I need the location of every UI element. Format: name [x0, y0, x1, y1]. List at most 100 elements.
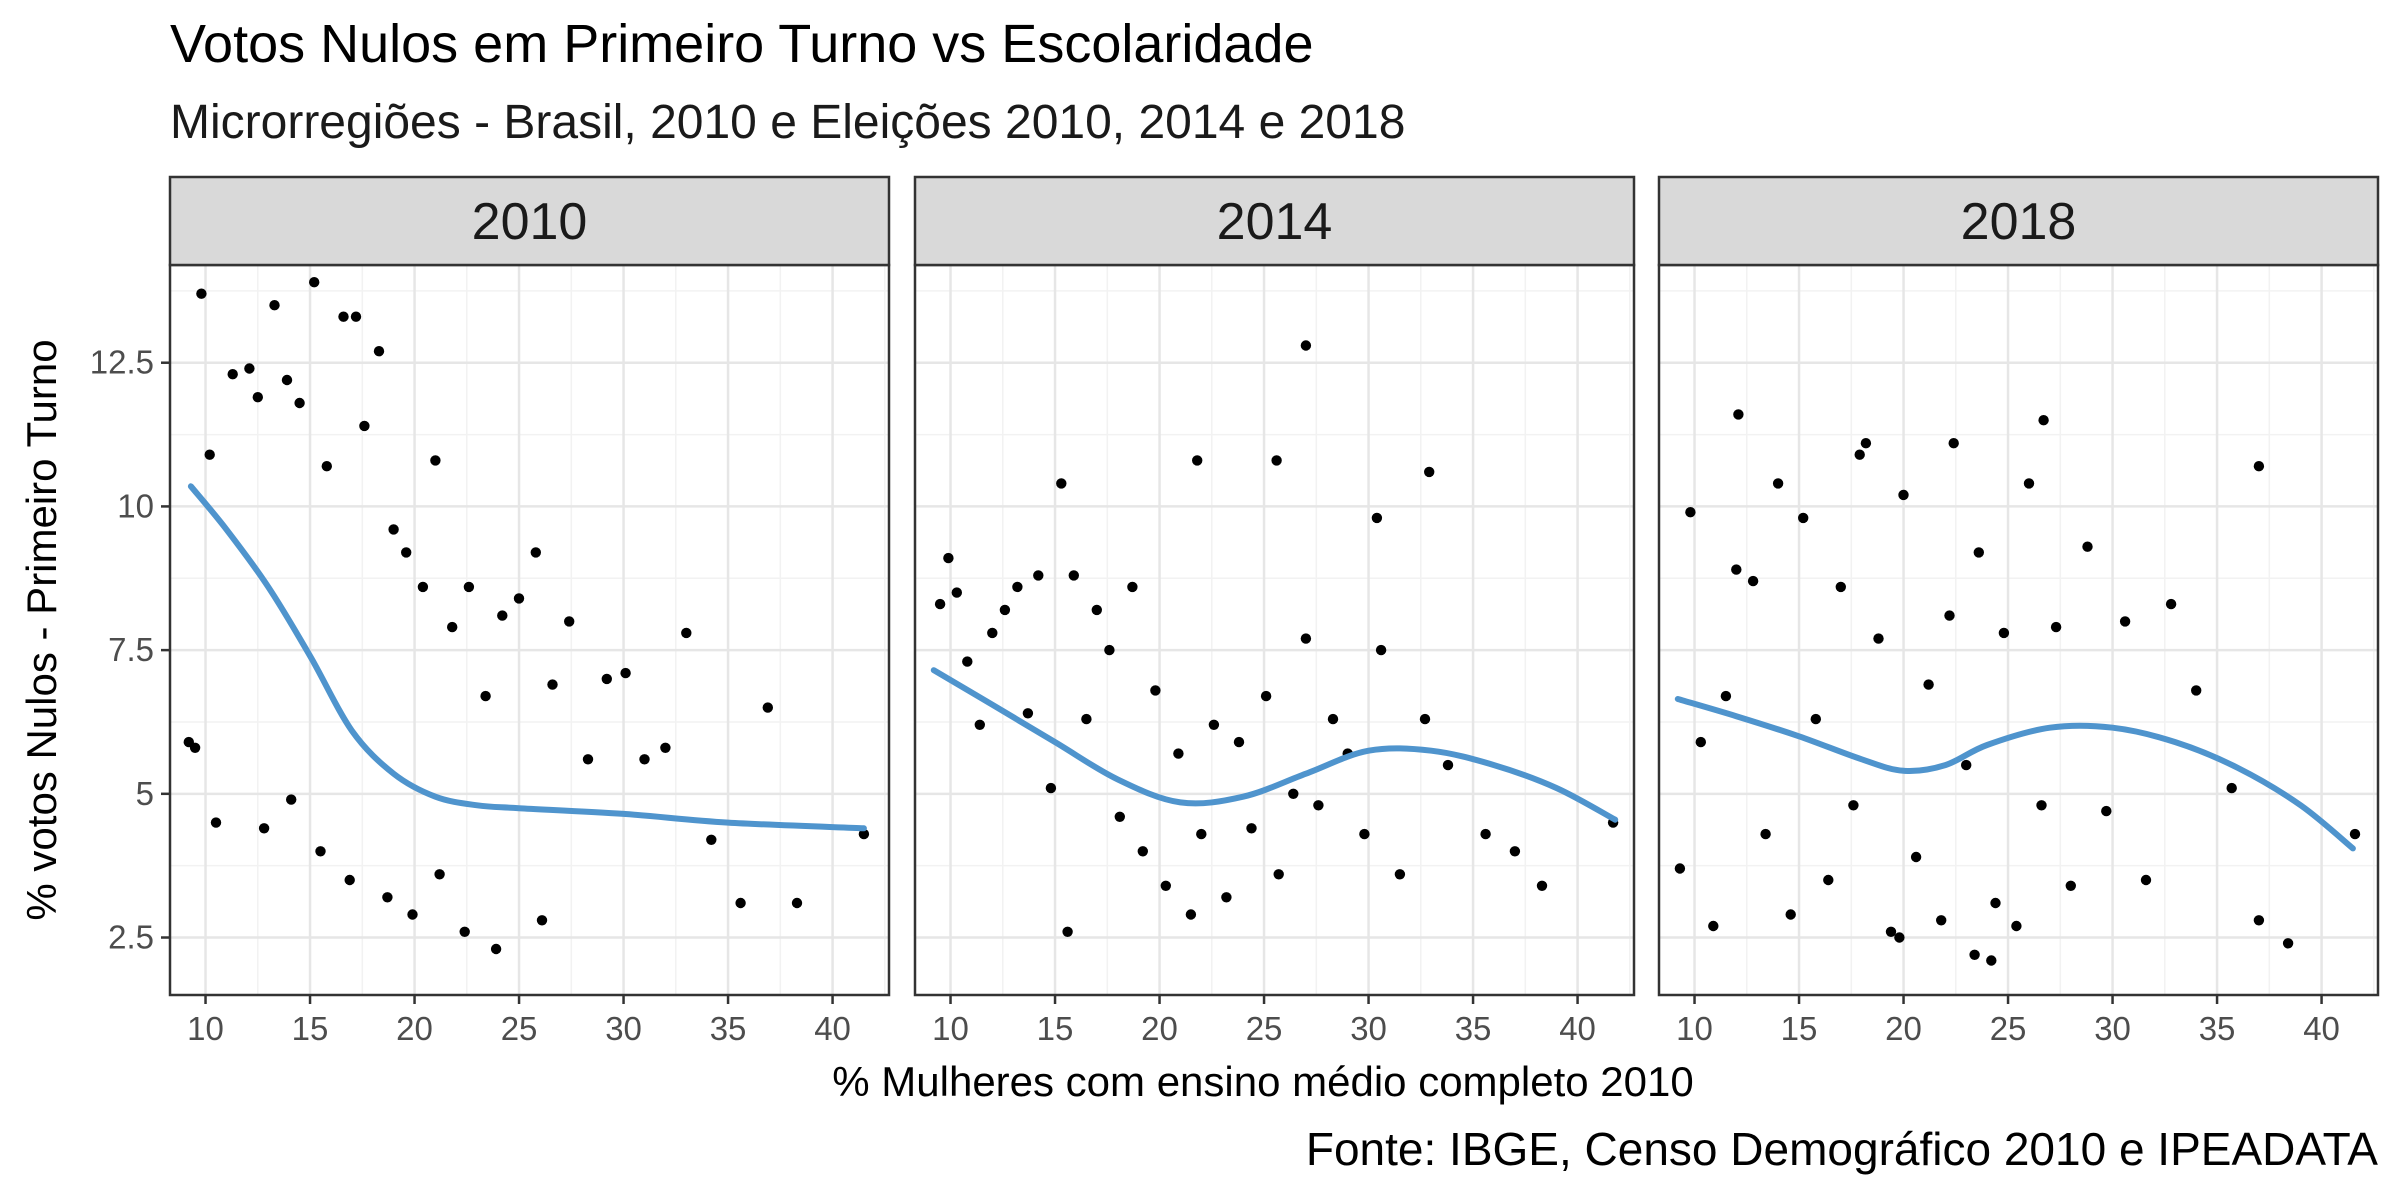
facet-strip — [1657, 175, 2380, 267]
data-point — [1509, 846, 1521, 857]
data-point — [2253, 461, 2265, 472]
data-point — [681, 627, 692, 639]
data-point — [1127, 581, 1138, 593]
data-point — [1747, 575, 1759, 587]
data-point — [1810, 713, 1822, 725]
data-point — [620, 667, 631, 679]
data-point — [1091, 604, 1103, 616]
data-point — [2101, 805, 2112, 817]
data-point — [2023, 478, 2035, 489]
data-point — [1898, 489, 1909, 501]
data-point — [2282, 938, 2294, 949]
data-point — [2038, 415, 2049, 426]
x-tick-label: 10 — [1676, 1010, 1713, 1047]
y-tick-label: 2.5 — [108, 919, 154, 956]
smooth-line — [187, 483, 867, 832]
data-point — [951, 587, 962, 598]
data-point — [1910, 851, 1922, 863]
x-tick-label: 40 — [814, 1010, 851, 1047]
data-point — [1114, 811, 1126, 822]
data-point — [1022, 708, 1034, 719]
data-point — [1442, 759, 1454, 771]
data-point — [1720, 690, 1732, 702]
data-point — [1012, 581, 1023, 593]
panel-contents — [915, 265, 1634, 995]
data-point — [660, 742, 671, 753]
x-tick-label: 30 — [1350, 1010, 1387, 1047]
data-point — [463, 581, 475, 593]
data-point — [1062, 926, 1073, 937]
data-point — [2140, 874, 2152, 886]
x-axis-title: % Mulheres com ensino médio completo 201… — [832, 1058, 1693, 1105]
data-point — [269, 300, 280, 311]
data-point — [321, 461, 332, 472]
y-tick-label: 5 — [136, 775, 154, 812]
data-point — [1424, 466, 1435, 478]
x-tick-label: 15 — [292, 1010, 329, 1047]
data-point — [2011, 920, 2022, 932]
data-point — [1936, 915, 1947, 926]
data-point — [417, 581, 429, 593]
x-tick-label: 35 — [710, 1010, 747, 1047]
panel-background — [1659, 265, 2378, 995]
data-point — [2165, 598, 2177, 610]
chart-title: Votos Nulos em Primeiro Turno vs Escolar… — [170, 14, 1314, 74]
smooth-line — [1674, 696, 2356, 852]
x-tick-label: 10 — [932, 1010, 969, 1047]
x-tick-label: 25 — [1246, 1010, 1283, 1047]
data-point — [196, 288, 207, 299]
data-point — [1419, 713, 1431, 725]
x-tick-label: 15 — [1037, 1010, 1074, 1047]
chart-subtitle: Microrregiões - Brasil, 2010 e Eleições … — [170, 96, 1405, 149]
data-point — [934, 598, 946, 610]
data-point — [382, 892, 393, 903]
data-point — [1185, 909, 1197, 920]
data-point — [1969, 949, 1980, 960]
data-point — [1990, 897, 2001, 909]
data-point — [1246, 823, 1257, 834]
data-point — [401, 547, 412, 558]
y-tick-label: 12.5 — [90, 344, 154, 381]
data-point — [1798, 512, 1809, 524]
x-tick-label: 20 — [1885, 1010, 1922, 1047]
data-point — [252, 392, 263, 403]
data-point — [582, 754, 594, 765]
data-point — [480, 690, 491, 702]
data-point — [706, 834, 717, 845]
data-point — [2349, 828, 2361, 840]
data-point — [1948, 438, 1959, 449]
data-point — [1873, 633, 1884, 644]
data-point — [1835, 581, 1847, 593]
x-tick-label: 25 — [501, 1010, 538, 1047]
data-point — [1480, 828, 1491, 840]
panel-background — [170, 265, 889, 995]
data-point — [1221, 892, 1232, 903]
panel-contents — [1659, 265, 2378, 995]
chart-caption: Fonte: IBGE, Censo Demográfico 2010 e IP… — [1306, 1123, 2378, 1175]
data-point — [2082, 541, 2093, 552]
data-point — [459, 926, 470, 937]
data-point — [204, 449, 215, 460]
data-point — [1731, 564, 1742, 575]
data-point — [1674, 863, 1686, 874]
data-point — [2050, 621, 2062, 633]
data-point — [999, 604, 1011, 616]
data-point — [1760, 828, 1771, 840]
data-point — [858, 828, 870, 840]
facet-strip-label: 2014 — [1217, 193, 1333, 251]
data-point — [1033, 570, 1044, 581]
data-point — [338, 311, 349, 322]
data-point — [1045, 782, 1057, 794]
y-tick-label: 10 — [117, 487, 154, 524]
x-tick-label: 40 — [2303, 1010, 2340, 1047]
x-tick-label: 20 — [396, 1010, 433, 1047]
facet-strip-label: 2010 — [472, 193, 588, 251]
data-point — [1854, 449, 1865, 460]
data-point — [430, 455, 441, 466]
x-tick-label: 35 — [2199, 1010, 2236, 1047]
data-point — [2036, 800, 2047, 811]
y-axis: 2.5 5 7.5 10 12.5 — [90, 344, 170, 956]
data-point — [1371, 512, 1383, 524]
